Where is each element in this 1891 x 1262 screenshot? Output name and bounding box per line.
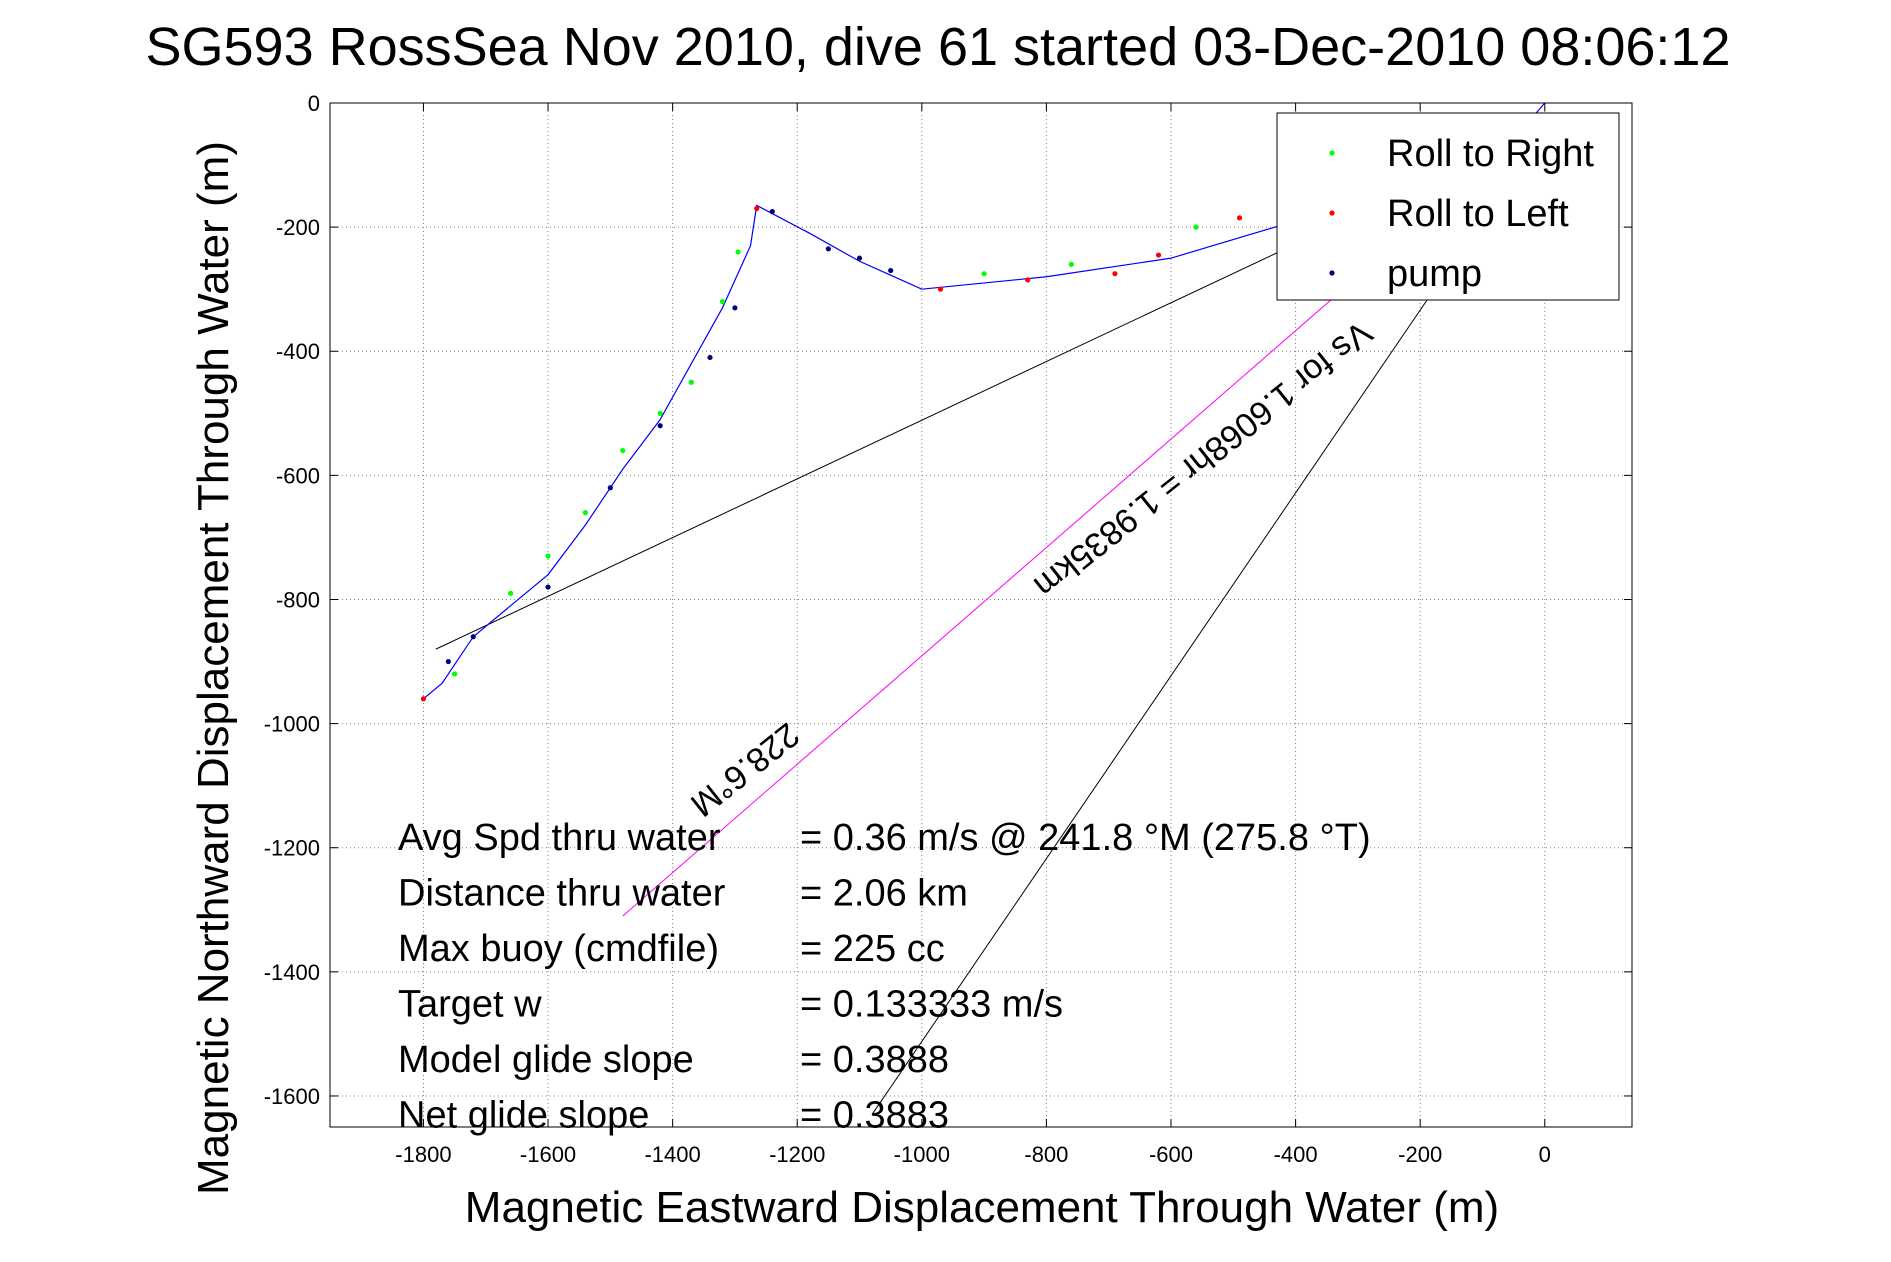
point-roll_right	[620, 447, 626, 454]
point-roll_right	[735, 249, 741, 255]
legend-entry: pump	[1387, 253, 1482, 295]
x-tick-label: -400	[1274, 1142, 1318, 1167]
x-tick-label: -600	[1149, 1142, 1193, 1167]
point-roll_right	[508, 590, 514, 596]
point-roll_right	[719, 298, 726, 305]
stat-value: = 0.36 m/s @ 241.8 °M (275.8 °T)	[800, 817, 1371, 859]
stat-value: = 225 cc	[800, 928, 945, 970]
stat-label: Distance thru water	[398, 873, 726, 915]
point-pump	[707, 354, 713, 361]
y-axis-label: Magnetic Northward Displacement Through …	[189, 141, 238, 1195]
point-pump	[769, 209, 775, 215]
stat-label: Model glide slope	[398, 1039, 694, 1081]
legend: Roll to Right Roll to Left pump	[1276, 112, 1620, 301]
x-tick-label: -1400	[644, 1142, 700, 1167]
y-tick-label: -1200	[264, 836, 320, 861]
y-tick-label: -800	[276, 587, 320, 612]
point-pump	[470, 634, 476, 640]
point-pump	[856, 255, 863, 261]
y-tick-label: -600	[276, 463, 320, 488]
point-roll_right	[1068, 261, 1074, 267]
stat-value: = 2.06 km	[800, 873, 968, 915]
x-tick-label: 0	[1539, 1142, 1551, 1167]
point-roll_left	[1025, 277, 1031, 283]
point-roll_left	[1112, 271, 1118, 277]
legend-marker	[1329, 150, 1335, 156]
point-pump	[888, 267, 894, 274]
point-roll_right	[582, 509, 589, 516]
point-roll_right	[545, 553, 551, 559]
y-tick-label: 0	[308, 91, 320, 116]
point-roll_left	[1236, 215, 1243, 221]
legend-marker	[1329, 270, 1335, 276]
point-pump	[445, 658, 451, 665]
point-pump	[545, 584, 551, 590]
point-pump	[657, 423, 663, 429]
stats-block: Avg Spd thru water = 0.36 m/s @ 241.8 °M …	[398, 817, 1371, 1137]
x-tick-label: -800	[1024, 1142, 1068, 1167]
legend-box	[1276, 112, 1620, 301]
point-pump	[825, 246, 831, 252]
x-tick-label: -1200	[769, 1142, 825, 1167]
legend-entry: Roll to Left	[1387, 193, 1569, 235]
x-tick-label: -1600	[520, 1142, 576, 1167]
y-tick-label: -400	[276, 339, 320, 364]
x-tick-label: -1000	[894, 1142, 950, 1167]
point-roll_right	[688, 379, 694, 385]
y-tick-label: -200	[276, 215, 320, 240]
y-tick-label: -1600	[264, 1084, 320, 1109]
point-pump	[607, 485, 613, 491]
x-axis-label: Magnetic Eastward Displacement Through W…	[465, 1183, 1499, 1232]
y-tick-label: -1400	[264, 960, 320, 985]
point-roll_right	[451, 671, 458, 677]
axes-frame	[329, 102, 1633, 1128]
stat-label: Target w	[398, 984, 542, 1026]
x-tick-label: -1800	[395, 1142, 451, 1167]
point-roll_left	[1155, 252, 1162, 258]
point-pump	[732, 305, 738, 311]
stat-label: Net glide slope	[398, 1095, 649, 1137]
point-roll_right	[981, 271, 987, 277]
stat-value: = 0.133333 m/s	[800, 984, 1063, 1026]
point-roll_left	[937, 286, 944, 292]
tick-labels: -1800 -1600 -1400 -1200 -1000 -800 -600 -400 -20…	[264, 91, 1632, 1167]
point-roll_left	[754, 205, 760, 212]
legend-marker	[1329, 210, 1335, 216]
x-tick-label: -200	[1398, 1142, 1442, 1167]
stat-label: Max buoy (cmdfile)	[398, 928, 719, 970]
point-roll_right	[1193, 224, 1199, 230]
legend-entry: Roll to Right	[1387, 133, 1594, 175]
stat-value: = 0.3883	[800, 1095, 949, 1137]
point-roll_right	[657, 410, 663, 416]
y-tick-label: -1000	[264, 712, 320, 737]
series-layer	[420, 102, 1546, 702]
reference-line	[435, 214, 1359, 650]
point-roll_left	[420, 696, 427, 702]
stat-value: = 0.3888	[800, 1039, 949, 1081]
chart-title: SG593 RossSea Nov 2010, dive 61 started …	[145, 17, 1730, 77]
stat-label: Avg Spd thru water	[398, 817, 721, 859]
reference-line	[871, 264, 1452, 1115]
series-line-track	[423, 102, 1546, 700]
